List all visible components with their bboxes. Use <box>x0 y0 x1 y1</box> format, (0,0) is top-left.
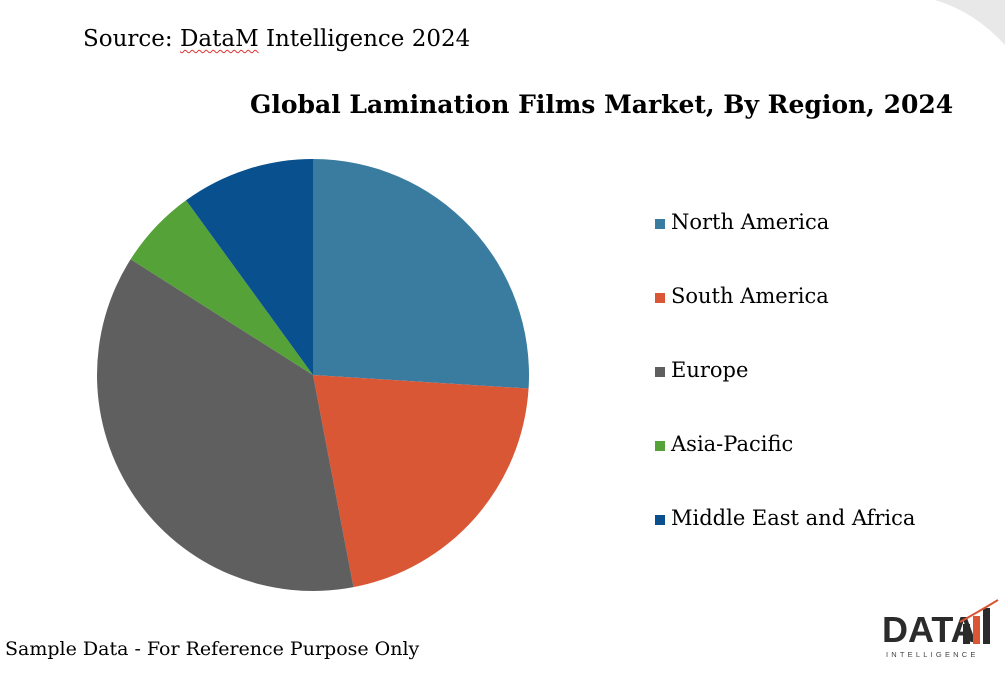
source-suffix: Intelligence 2024 <box>258 26 471 52</box>
logo-word: DATA <box>882 609 977 650</box>
pie-slice-north-america <box>313 159 529 389</box>
source-note: Source: DataM Intelligence 2024 <box>83 26 470 52</box>
source-prefix: Source: <box>83 26 180 52</box>
legend-label: South America <box>671 284 829 308</box>
legend-item-asia-pacific: Asia-Pacific <box>655 432 915 506</box>
legend-label: Europe <box>671 358 749 382</box>
source-name: DataM <box>179 26 259 52</box>
pie-slice-middle-east-and-africa <box>186 159 313 375</box>
logo-subtitle: INTELLIGENCE <box>886 650 979 659</box>
legend-label: Asia-Pacific <box>671 432 794 456</box>
legend-swatch <box>655 515 665 525</box>
legend-item-north-america: North America <box>655 210 915 284</box>
legend-swatch <box>655 441 665 451</box>
chart-title: Global Lamination Films Market, By Regio… <box>250 90 954 119</box>
legend-swatch <box>655 219 665 229</box>
legend-item-middle-east-and-africa: Middle East and Africa <box>655 506 915 580</box>
chart-legend: North America South America Europe Asia-Pac… <box>655 210 915 580</box>
legend-swatch <box>655 293 665 303</box>
legend-label: North America <box>671 210 830 234</box>
pie-slice-europe <box>97 259 354 591</box>
legend-item-south-america: South America <box>655 284 915 358</box>
footer-disclaimer: Sample Data - For Reference Purpose Only <box>5 638 420 660</box>
legend-item-europe: Europe <box>655 358 915 432</box>
datam-logo: DATA INTELLIGENCE <box>882 599 999 659</box>
pie-slice-south-america <box>313 375 529 588</box>
pie-slice-asia-pacific <box>130 200 313 375</box>
legend-label: Middle East and Africa <box>671 506 916 530</box>
legend-swatch <box>655 367 665 377</box>
